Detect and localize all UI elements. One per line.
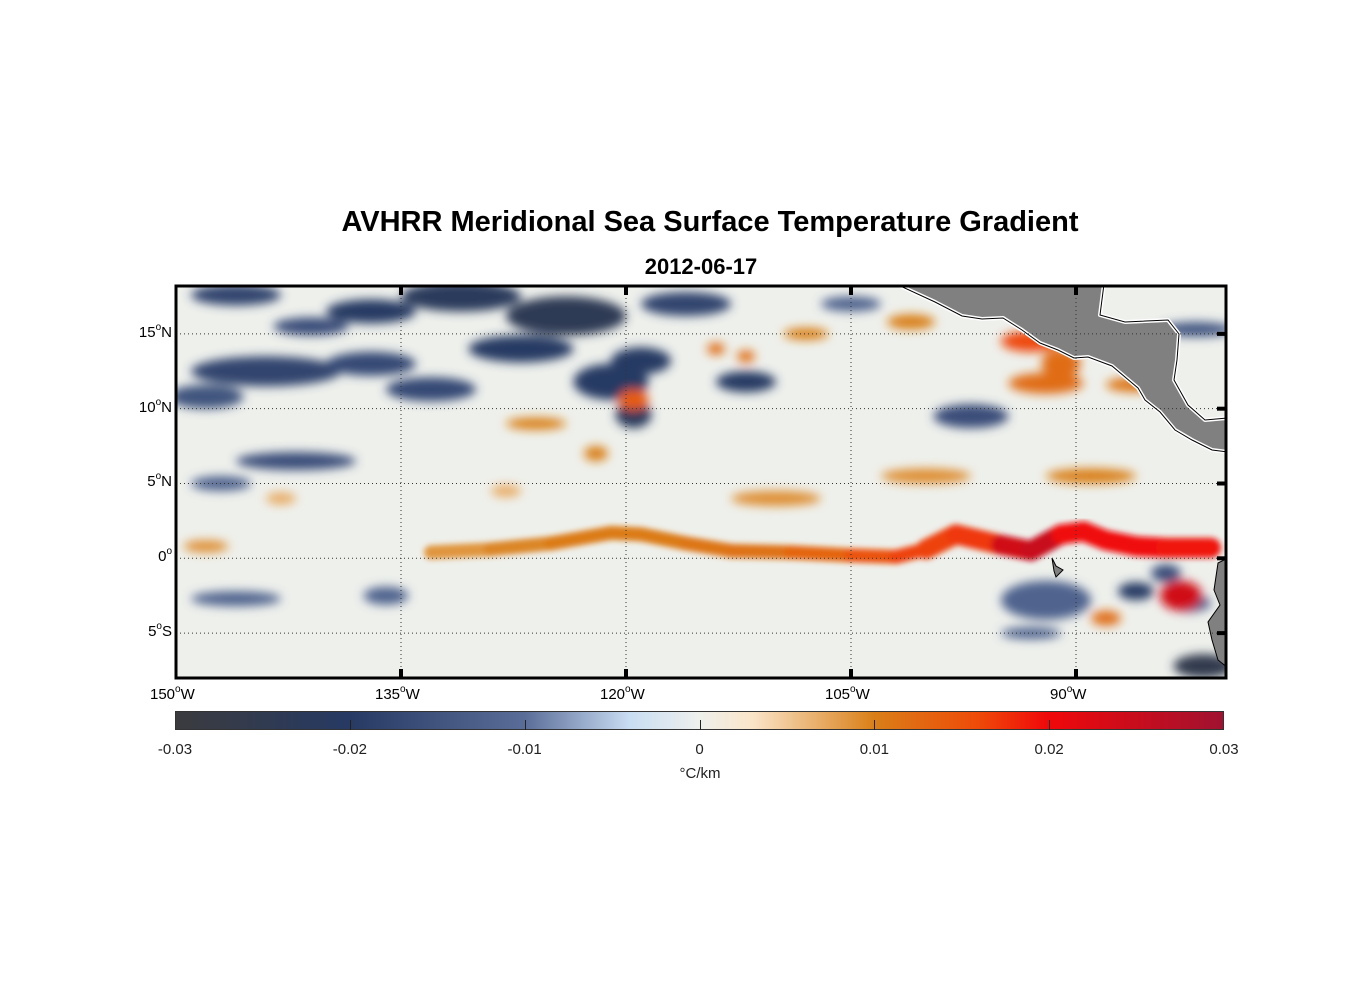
colorbar-tick-label: -0.01 bbox=[507, 741, 542, 758]
cold-gradient-patch bbox=[641, 291, 731, 316]
cold-gradient-patch bbox=[1001, 627, 1061, 640]
colorbar-tick bbox=[524, 720, 526, 730]
front-segment bbox=[724, 543, 798, 560]
cold-gradient-patch bbox=[821, 296, 881, 312]
colorbar-label: °C/km bbox=[679, 765, 721, 782]
colorbar-tick-label: 0.01 bbox=[859, 741, 889, 758]
warm-gradient-patch bbox=[737, 350, 755, 363]
cold-gradient-patch bbox=[716, 371, 776, 393]
warm-gradient-patch bbox=[618, 389, 649, 411]
cold-gradient-patch bbox=[1173, 654, 1226, 678]
warm-gradient-patch bbox=[731, 490, 821, 506]
colorbar-tick-label: 0 bbox=[695, 741, 704, 758]
cold-gradient-patch bbox=[1118, 582, 1154, 601]
front-segment bbox=[484, 536, 558, 557]
equatorial-front bbox=[424, 521, 1221, 564]
chart-title: AVHRR Meridional Sea Surface Temperature… bbox=[341, 206, 1079, 238]
land-galapagos bbox=[1051, 557, 1064, 578]
warm-gradient-patch bbox=[491, 484, 521, 497]
colorbar-tick-label: -0.02 bbox=[332, 741, 367, 758]
cold-gradient-patch bbox=[191, 591, 281, 607]
front-segment bbox=[544, 525, 618, 551]
warm-gradient-patch bbox=[506, 417, 566, 430]
lon-tick-label: 90oW bbox=[1050, 684, 1087, 704]
cold-gradient-patch bbox=[326, 299, 416, 324]
warm-gradient-patch bbox=[707, 342, 725, 355]
cold-gradient-patch bbox=[401, 286, 521, 312]
cold-gradient-patch bbox=[326, 351, 416, 376]
lat-tick-label: 10oN bbox=[138, 396, 172, 416]
chart-subtitle: 2012-06-17 bbox=[644, 254, 758, 279]
lat-tick-label: 5oN bbox=[147, 471, 172, 491]
cold-gradient-patch bbox=[468, 335, 574, 363]
front-segment bbox=[844, 548, 903, 564]
lon-tick-label: 105oW bbox=[825, 684, 870, 704]
warm-gradient-patch bbox=[1091, 610, 1121, 626]
warm-gradient-patch bbox=[266, 492, 296, 505]
warm-gradient-patch bbox=[1160, 580, 1202, 611]
warm-gradient-patch bbox=[1008, 372, 1084, 394]
front-segment bbox=[634, 527, 693, 551]
lon-tick-label: 150oW bbox=[150, 684, 195, 704]
cold-gradient-patch bbox=[236, 452, 356, 471]
lat-tick-label: 0o bbox=[158, 546, 172, 566]
cold-gradient-patch bbox=[611, 347, 671, 375]
cold-gradient-patch bbox=[191, 356, 341, 387]
lat-tick-label: 5oS bbox=[148, 621, 172, 641]
colorbar-tick-label: -0.03 bbox=[157, 741, 193, 758]
warm-gradient-patch bbox=[887, 314, 935, 330]
land-mask bbox=[895, 286, 1226, 668]
lon-tick-label: 135oW bbox=[375, 684, 420, 704]
cold-gradient-patch bbox=[1151, 564, 1181, 583]
front-segment bbox=[679, 536, 738, 558]
warm-gradient-patch bbox=[183, 540, 229, 553]
colorbar-tick bbox=[349, 720, 351, 730]
cold-gradient-patch bbox=[363, 586, 409, 605]
cold-gradient-patch bbox=[506, 296, 626, 336]
cold-gradient-patch bbox=[386, 377, 476, 402]
cold-gradient-patch bbox=[1001, 580, 1091, 620]
colorbar-tick bbox=[699, 720, 701, 730]
warm-gradient-patch bbox=[783, 327, 829, 340]
axis-ticks bbox=[399, 286, 1226, 678]
cold-gradient-patch bbox=[933, 404, 1009, 429]
cold-gradient-patch bbox=[273, 317, 349, 336]
front-segment bbox=[424, 542, 498, 560]
cold-gradient-patch bbox=[176, 384, 244, 409]
colorbar-tick bbox=[1049, 720, 1051, 730]
cold-gradient-patch bbox=[191, 286, 281, 306]
warm-gradient-patch bbox=[1046, 468, 1136, 484]
warm-gradient-patch bbox=[584, 446, 608, 462]
front-segment bbox=[784, 545, 858, 563]
colorbar-tick bbox=[874, 720, 876, 730]
graticule bbox=[176, 286, 1226, 678]
sst-gradient-field bbox=[176, 286, 1226, 678]
lat-tick-label: 15oN bbox=[138, 321, 172, 341]
lon-tick-label: 120oW bbox=[600, 684, 645, 704]
colorbar-tick-label: 0.03 bbox=[1209, 741, 1239, 758]
colorbar-tick-label: 0.02 bbox=[1034, 741, 1064, 758]
warm-gradient-patch bbox=[881, 468, 971, 484]
